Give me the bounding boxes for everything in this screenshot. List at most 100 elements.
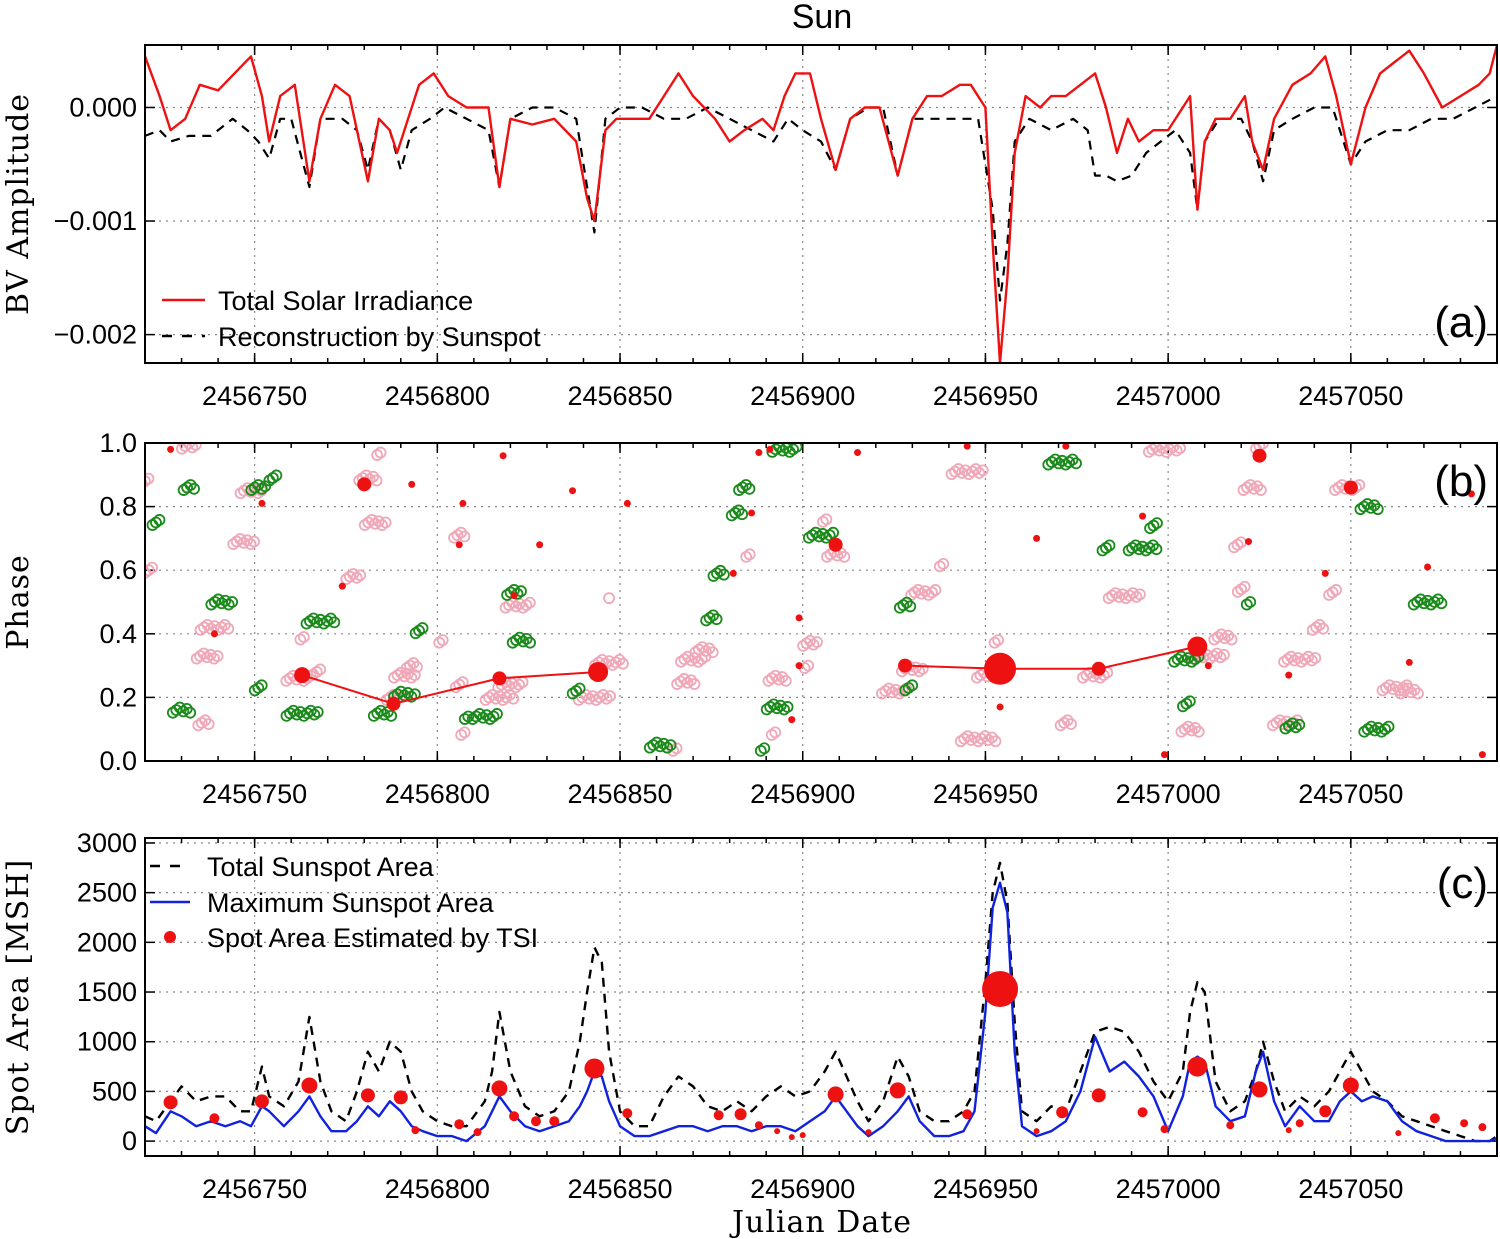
x-tick-label: 2456800 bbox=[385, 1174, 490, 1204]
phase-point-pink bbox=[703, 642, 716, 655]
x-tick-label: 2456900 bbox=[750, 1174, 855, 1204]
phase-point-pink bbox=[186, 443, 199, 454]
spot-estimate-point bbox=[827, 1086, 844, 1103]
phase-point-green bbox=[270, 469, 283, 482]
phase-point-pink bbox=[523, 596, 536, 609]
phase-point-pink bbox=[408, 669, 421, 682]
spot-estimate-point bbox=[1226, 1121, 1235, 1130]
phase-point-red bbox=[1245, 538, 1253, 546]
phase-point-pink bbox=[952, 463, 965, 475]
phase-point-green bbox=[517, 635, 530, 648]
phase-point-green bbox=[219, 594, 232, 607]
phase-point-pink bbox=[1225, 633, 1238, 646]
spot-estimate-point bbox=[1319, 1105, 1332, 1118]
phase-point-green bbox=[1364, 501, 1377, 514]
phase-point-pink bbox=[802, 659, 815, 672]
figure-title: Sun bbox=[792, 0, 853, 36]
phase-point-pink bbox=[294, 633, 307, 646]
phase-point-pink bbox=[405, 671, 418, 684]
phase-point-pink bbox=[1412, 687, 1424, 700]
phase-point-green bbox=[184, 479, 197, 491]
phase-point-pink bbox=[199, 714, 212, 727]
spot-estimate-point bbox=[1091, 1088, 1106, 1103]
phase-point-green bbox=[324, 612, 337, 625]
phase-point-pink bbox=[486, 688, 499, 701]
phase-track-point bbox=[1343, 480, 1358, 495]
y-tick-label: 2500 bbox=[77, 878, 137, 908]
phase-point-green bbox=[1070, 457, 1082, 470]
phase-point-pink bbox=[433, 636, 446, 649]
phase-point-green bbox=[758, 742, 771, 755]
phase-point-pink bbox=[916, 662, 929, 675]
phase-point-green bbox=[1147, 539, 1159, 552]
phase-point-green bbox=[311, 706, 324, 718]
phase-point-green bbox=[515, 585, 527, 598]
phase-point-green bbox=[790, 443, 803, 453]
phase-point-green bbox=[902, 681, 915, 694]
phase-point-pink bbox=[992, 634, 1005, 647]
phase-point-green bbox=[1371, 503, 1384, 516]
phase-point-red bbox=[1467, 490, 1475, 498]
phase-point-pink bbox=[350, 571, 363, 584]
phase-point-pink bbox=[776, 671, 789, 683]
phase-point-red bbox=[854, 449, 862, 457]
phase-point-green bbox=[1063, 456, 1076, 468]
x-tick-label: 2456800 bbox=[385, 779, 490, 809]
phase-point-green bbox=[714, 564, 727, 577]
x-tick-label: 2457000 bbox=[1116, 779, 1221, 809]
phase-point-red bbox=[210, 630, 218, 638]
phase-point-green bbox=[1382, 720, 1395, 733]
phase-track-point bbox=[984, 652, 1017, 685]
phase-track-point bbox=[492, 671, 507, 686]
phase-point-red bbox=[788, 716, 796, 724]
phase-track-point bbox=[828, 537, 843, 552]
phase-point-red bbox=[795, 662, 803, 670]
phase-point-pink bbox=[520, 599, 533, 612]
phase-point-pink bbox=[579, 688, 592, 701]
phase-point-pink bbox=[1211, 647, 1223, 660]
phase-point-pink bbox=[1109, 587, 1122, 599]
phase-point-green bbox=[1150, 543, 1163, 556]
spot-estimate-point bbox=[982, 971, 1019, 1008]
phase-point-green bbox=[781, 701, 794, 713]
phase-track-line bbox=[301, 671, 599, 705]
phase-point-pink bbox=[769, 726, 782, 739]
phase-point-pink bbox=[208, 652, 220, 665]
phase-point-green bbox=[906, 679, 919, 692]
phase-point-pink bbox=[145, 564, 155, 577]
phase-point-pink bbox=[765, 729, 778, 741]
phase-point-pink bbox=[314, 663, 327, 676]
phase-track-point bbox=[386, 696, 401, 711]
phase-point-green bbox=[308, 708, 321, 721]
phase-point-pink bbox=[458, 726, 471, 739]
phase-point-pink bbox=[1235, 583, 1248, 596]
phase-point-green bbox=[1143, 542, 1156, 554]
phase-point-pink bbox=[197, 647, 210, 660]
phase-point-pink bbox=[218, 618, 231, 631]
phase-point-green bbox=[181, 481, 194, 494]
panel-b-plot bbox=[145, 443, 1486, 759]
phase-point-green bbox=[1289, 721, 1302, 734]
phase-point-green bbox=[1379, 723, 1391, 736]
phase-point-green bbox=[897, 599, 910, 612]
phase-point-green bbox=[774, 699, 787, 712]
phase-point-pink bbox=[1273, 714, 1286, 727]
phase-point-pink bbox=[1170, 444, 1183, 457]
y-tick-label: 1.0 bbox=[99, 428, 137, 458]
phase-point-red bbox=[729, 569, 737, 577]
phase-point-pink bbox=[365, 514, 378, 526]
phase-point-red bbox=[459, 499, 467, 507]
spot-estimate-point bbox=[549, 1116, 560, 1127]
phase-point-pink bbox=[189, 443, 202, 451]
phase-point-green bbox=[304, 704, 317, 717]
phase-point-pink bbox=[1244, 479, 1257, 491]
phase-point-pink bbox=[453, 678, 466, 691]
phase-point-pink bbox=[696, 641, 709, 654]
phase-point-green bbox=[255, 679, 268, 692]
phase-point-pink bbox=[234, 533, 247, 545]
phase-point-pink bbox=[1401, 682, 1414, 695]
phase-point-green bbox=[378, 708, 391, 721]
panel-c-grid bbox=[145, 838, 1497, 1156]
panel-b: 2456750 2456800 2456850 2456900 2456950 24570… bbox=[1, 428, 1498, 809]
